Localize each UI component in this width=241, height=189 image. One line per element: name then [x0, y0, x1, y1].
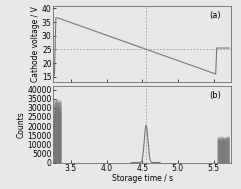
Text: (b): (b)	[209, 91, 221, 100]
X-axis label: Storage time / s: Storage time / s	[112, 174, 173, 183]
Y-axis label: Counts: Counts	[17, 111, 26, 138]
Text: (a): (a)	[209, 11, 221, 20]
Y-axis label: Cathode voltage / V: Cathode voltage / V	[32, 6, 40, 82]
